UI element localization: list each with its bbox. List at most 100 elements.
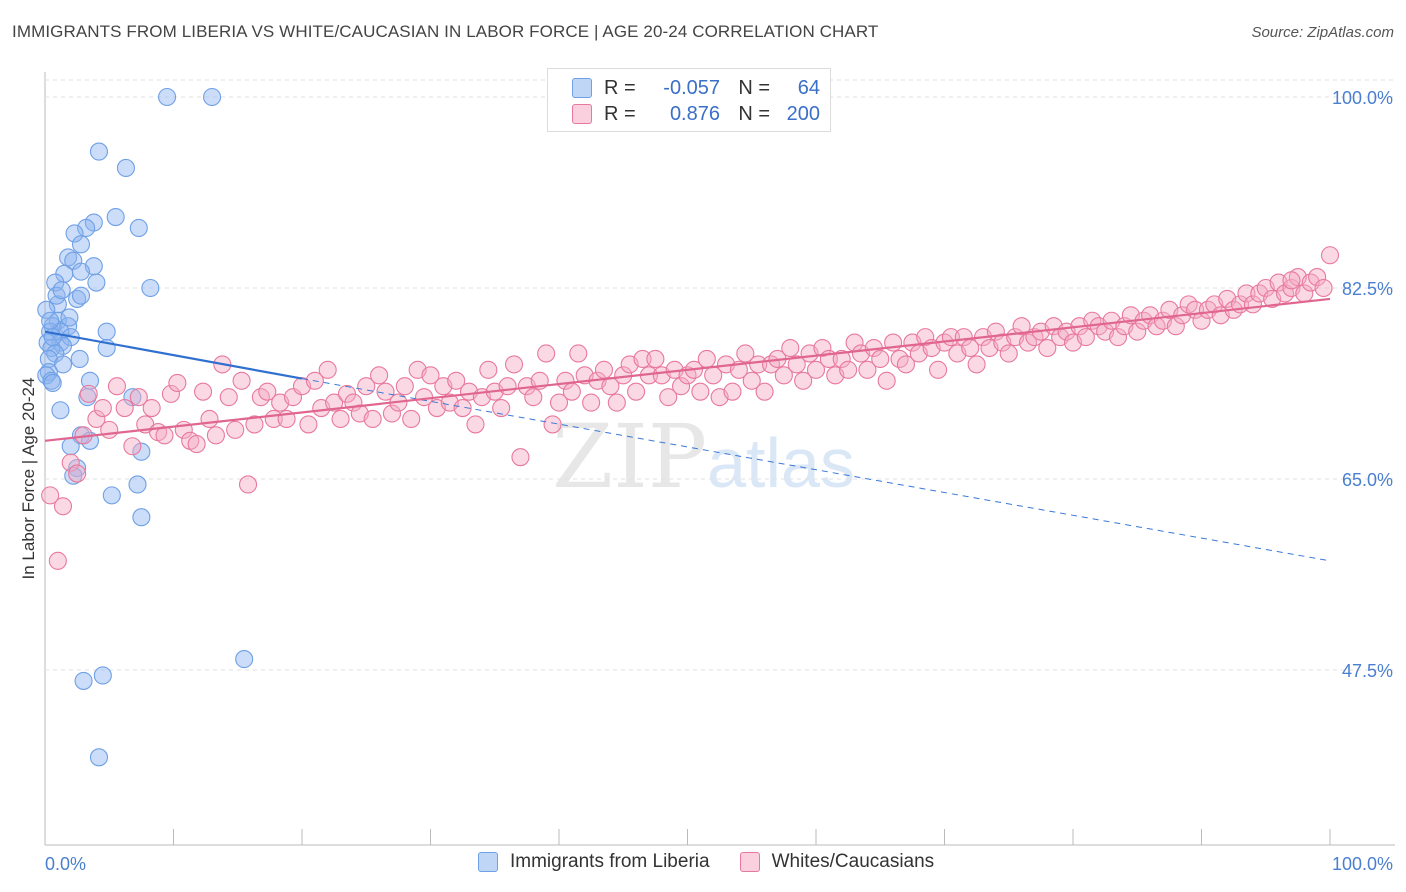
point-whites <box>226 420 245 439</box>
point-liberia <box>87 273 106 292</box>
point-whites <box>453 399 472 418</box>
legend-r-value: 0.876 <box>669 102 720 125</box>
legend-row-whites: R = 0.876 N = 200 <box>572 101 820 127</box>
legend-swatch-pink <box>739 852 760 872</box>
point-whites <box>1320 246 1340 265</box>
point-whites <box>318 360 337 379</box>
point-whites <box>749 355 768 374</box>
point-whites <box>659 388 678 407</box>
point-whites <box>594 360 614 379</box>
trend-line-liberia <box>44 330 303 380</box>
point-whites <box>200 409 219 429</box>
point-whites <box>238 475 258 494</box>
legend-row-liberia: R = -0.057 N = 64 <box>572 75 820 101</box>
point-whites <box>168 373 187 393</box>
point-liberia <box>37 366 56 385</box>
point-whites <box>1282 271 1301 290</box>
point-liberia <box>47 286 66 305</box>
series-legend: Immigrants from Liberia Whites/Caucasian… <box>478 851 964 873</box>
point-liberia <box>235 650 254 669</box>
point-whites <box>556 371 575 390</box>
point-whites <box>569 344 588 363</box>
point-liberia <box>37 300 56 319</box>
point-whites <box>48 551 67 570</box>
point-whites <box>543 415 562 434</box>
point-liberia <box>51 401 70 420</box>
point-liberia <box>46 273 65 292</box>
point-whites <box>672 377 691 396</box>
legend-item-whites[interactable]: Whites/Caucasians <box>739 851 935 873</box>
point-whites <box>155 426 174 445</box>
point-liberia <box>65 224 84 243</box>
trend-line-whites <box>44 297 1331 442</box>
point-whites <box>1314 278 1333 298</box>
legend-label-whites: Whites/Caucasians <box>771 851 935 872</box>
point-whites <box>447 371 466 390</box>
point-whites <box>479 360 498 379</box>
point-whites <box>929 360 948 379</box>
point-whites <box>646 349 665 368</box>
point-liberia <box>89 748 109 767</box>
point-whites <box>421 366 440 385</box>
point-whites <box>1108 328 1128 347</box>
point-whites <box>142 399 161 418</box>
point-liberia <box>128 475 147 494</box>
legend-swatch-blue <box>572 78 592 98</box>
point-liberia <box>71 235 91 254</box>
point-liberia <box>116 158 136 177</box>
point-whites <box>511 448 530 467</box>
point-liberia <box>60 308 79 327</box>
point-whites <box>219 388 238 407</box>
point-whites <box>299 415 318 434</box>
point-liberia <box>89 142 109 161</box>
legend-label-liberia: Immigrants from Liberia <box>510 851 710 872</box>
point-whites <box>402 409 421 429</box>
watermark: ZIPatlas <box>552 405 855 508</box>
y-tick-label: 100.0% <box>1332 88 1393 108</box>
point-whites <box>967 355 986 374</box>
point-whites <box>787 355 806 374</box>
point-whites <box>395 377 414 396</box>
legend-item-liberia[interactable]: Immigrants from Liberia <box>478 851 710 873</box>
point-whites <box>93 399 112 418</box>
point-liberia <box>102 486 121 505</box>
point-whites <box>363 409 382 429</box>
point-whites <box>61 453 80 472</box>
point-whites <box>582 393 601 412</box>
point-whites <box>896 355 916 374</box>
chart-title: IMMIGRANTS FROM LIBERIA VS WHITE/CAUCASI… <box>12 22 879 41</box>
point-liberia <box>203 87 222 107</box>
point-whites <box>1012 317 1031 336</box>
point-whites <box>877 371 896 390</box>
point-whites <box>232 371 251 390</box>
legend-r-label: R = <box>604 76 636 99</box>
point-whites <box>691 382 710 401</box>
y-tick-label: 65.0% <box>1342 470 1393 490</box>
legend-n-label: N = <box>738 102 770 125</box>
legend-n-label: N = <box>738 76 770 99</box>
point-whites <box>813 338 832 358</box>
point-whites <box>736 344 755 363</box>
y-tick-label: 82.5% <box>1342 279 1393 299</box>
point-whites <box>774 366 793 385</box>
point-liberia <box>106 208 125 227</box>
point-whites <box>187 435 206 454</box>
y-axis-label: In Labor Force | Age 20-24 <box>19 378 38 580</box>
point-whites <box>1038 338 1057 358</box>
point-whites <box>755 382 774 401</box>
watermark-main: ZIP <box>552 405 708 508</box>
point-whites <box>258 382 277 401</box>
point-liberia <box>158 87 177 107</box>
watermark-sub: atlas <box>707 424 855 502</box>
point-whites <box>504 355 524 374</box>
point-liberia <box>132 442 151 461</box>
point-whites <box>492 399 511 418</box>
point-liberia <box>70 349 89 368</box>
trend-line-liberia-extrapolated <box>301 378 1331 562</box>
point-whites <box>697 349 716 368</box>
correlation-legend: R = -0.057 N = 64 R = 0.876 N = 200 <box>547 68 831 132</box>
point-whites <box>607 393 626 412</box>
point-whites <box>562 382 581 401</box>
legend-r-label: R = <box>604 102 636 125</box>
point-liberia <box>97 322 116 341</box>
